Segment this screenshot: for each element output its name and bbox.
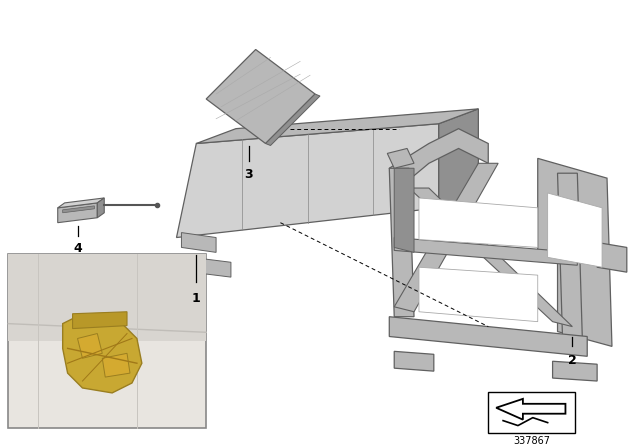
Polygon shape (387, 148, 414, 168)
Polygon shape (191, 257, 231, 277)
Polygon shape (266, 94, 320, 146)
Text: 1: 1 (192, 292, 201, 305)
Polygon shape (8, 254, 206, 341)
Polygon shape (548, 193, 602, 267)
Polygon shape (389, 129, 488, 188)
Polygon shape (557, 173, 582, 336)
Polygon shape (419, 198, 538, 247)
Polygon shape (389, 317, 588, 356)
Polygon shape (58, 203, 97, 223)
Polygon shape (439, 109, 478, 208)
Polygon shape (389, 168, 414, 317)
Polygon shape (58, 198, 104, 208)
Polygon shape (63, 206, 94, 213)
Polygon shape (8, 254, 206, 427)
Polygon shape (196, 109, 478, 143)
Polygon shape (102, 353, 130, 377)
Polygon shape (394, 164, 498, 312)
Bar (488, 392, 575, 434)
Polygon shape (72, 312, 127, 328)
Polygon shape (394, 351, 434, 371)
Polygon shape (394, 168, 414, 252)
Polygon shape (409, 188, 572, 327)
Polygon shape (97, 198, 104, 218)
Polygon shape (419, 267, 538, 322)
Polygon shape (177, 124, 439, 237)
Text: 2: 2 (568, 354, 577, 367)
Text: 337867: 337867 (513, 436, 550, 447)
Text: 4: 4 (73, 242, 82, 255)
Polygon shape (394, 237, 577, 265)
Polygon shape (552, 361, 597, 381)
Polygon shape (77, 333, 102, 358)
Polygon shape (182, 233, 216, 252)
Text: 3: 3 (244, 168, 253, 181)
Polygon shape (597, 242, 627, 272)
Polygon shape (538, 158, 612, 346)
Polygon shape (63, 314, 142, 393)
Polygon shape (206, 49, 315, 143)
